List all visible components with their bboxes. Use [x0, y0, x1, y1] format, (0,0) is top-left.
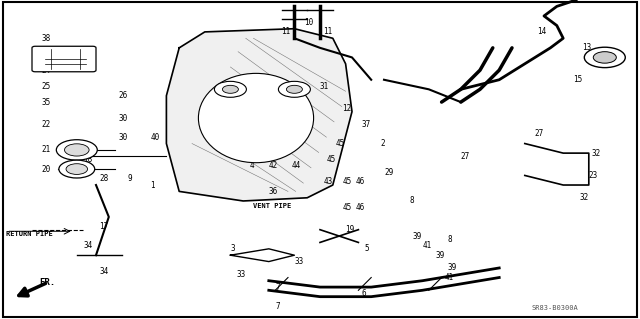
Circle shape	[56, 140, 97, 160]
Text: VENT PIPE: VENT PIPE	[253, 203, 291, 209]
Text: 29: 29	[384, 168, 393, 177]
Text: 3: 3	[230, 244, 235, 253]
Text: 20: 20	[42, 165, 51, 174]
Text: 23: 23	[589, 171, 598, 180]
Text: 32: 32	[579, 193, 588, 202]
Text: 36: 36	[269, 187, 278, 196]
Text: 27: 27	[461, 152, 470, 161]
Text: 33: 33	[294, 257, 303, 266]
Text: 7: 7	[275, 302, 280, 311]
Text: 5: 5	[365, 244, 369, 253]
Text: SR83-B0300A: SR83-B0300A	[531, 305, 578, 311]
Text: 38: 38	[42, 34, 51, 43]
Text: 8: 8	[448, 235, 452, 244]
Text: 41: 41	[422, 241, 431, 250]
Text: 34: 34	[99, 267, 108, 276]
Text: 8: 8	[410, 197, 414, 205]
Text: 16: 16	[614, 53, 623, 62]
Text: 45: 45	[342, 203, 351, 212]
Text: 45: 45	[326, 155, 335, 164]
Text: 10: 10	[304, 18, 313, 27]
Text: 32: 32	[592, 149, 601, 158]
Circle shape	[66, 164, 88, 174]
Text: 44: 44	[291, 161, 300, 170]
Text: 41: 41	[445, 273, 454, 282]
Text: 4: 4	[250, 161, 254, 170]
Text: 22: 22	[42, 120, 51, 129]
Text: 15: 15	[573, 75, 582, 84]
Circle shape	[65, 144, 89, 156]
Text: 27: 27	[534, 130, 543, 138]
Text: 2: 2	[381, 139, 385, 148]
Text: 13: 13	[582, 43, 591, 52]
Text: 43: 43	[323, 177, 332, 186]
Text: 45: 45	[342, 177, 351, 186]
Text: 31: 31	[294, 107, 303, 116]
Text: 11: 11	[323, 27, 332, 36]
Ellipse shape	[198, 73, 314, 163]
Text: 42: 42	[269, 161, 278, 170]
Circle shape	[214, 81, 246, 97]
Circle shape	[287, 85, 303, 93]
Text: 46: 46	[355, 203, 364, 212]
Circle shape	[59, 160, 95, 178]
Text: 24: 24	[42, 66, 51, 75]
Text: 30: 30	[118, 133, 127, 142]
Text: 1: 1	[150, 181, 155, 189]
Text: 11: 11	[282, 27, 291, 36]
Text: 39: 39	[413, 232, 422, 241]
Circle shape	[584, 47, 625, 68]
FancyBboxPatch shape	[32, 46, 96, 72]
Text: 33: 33	[237, 270, 246, 279]
Text: 19: 19	[346, 225, 355, 234]
Text: 39: 39	[448, 263, 457, 272]
Text: 31: 31	[320, 82, 329, 91]
Text: 12: 12	[342, 104, 351, 113]
Text: 28: 28	[99, 174, 108, 183]
Text: 17: 17	[99, 222, 108, 231]
Text: 40: 40	[150, 133, 159, 142]
Text: FR.: FR.	[40, 278, 56, 287]
Text: 7: 7	[275, 283, 280, 292]
Polygon shape	[166, 29, 352, 201]
Text: RETURN PIPE: RETURN PIPE	[6, 232, 53, 237]
Text: 14: 14	[538, 27, 547, 36]
Text: 30: 30	[118, 114, 127, 122]
Text: 25: 25	[42, 82, 51, 91]
Circle shape	[223, 85, 238, 93]
Text: 45: 45	[336, 139, 345, 148]
Text: 39: 39	[435, 251, 444, 260]
Text: 37: 37	[362, 120, 371, 129]
Text: 46: 46	[355, 177, 364, 186]
Text: 18: 18	[83, 155, 92, 164]
Text: 26: 26	[118, 91, 127, 100]
Circle shape	[593, 52, 616, 63]
Text: 9: 9	[128, 174, 132, 183]
Text: 6: 6	[362, 289, 366, 298]
Text: 34: 34	[83, 241, 92, 250]
Text: 35: 35	[42, 98, 51, 107]
Circle shape	[278, 81, 310, 97]
Text: 21: 21	[42, 145, 51, 154]
